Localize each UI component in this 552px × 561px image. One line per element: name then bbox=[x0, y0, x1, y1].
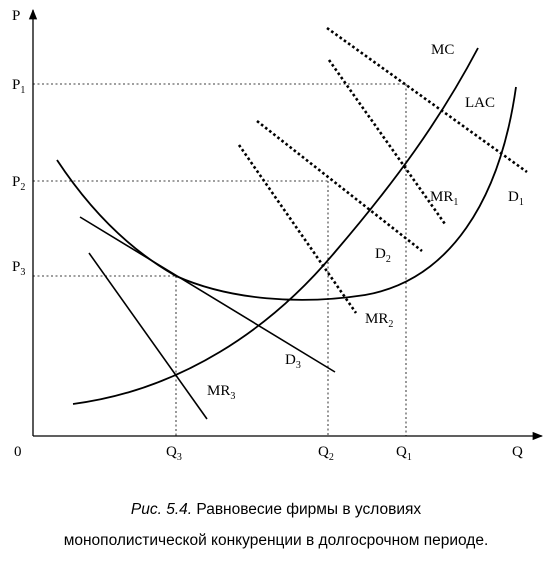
mc-curve bbox=[72, 47, 479, 405]
figure-label: Рис. 5.4. bbox=[130, 501, 193, 518]
mc-label: MC bbox=[431, 42, 454, 58]
caption-line-1: Рис. 5.4. Равновесие фирмы в условиях bbox=[0, 494, 552, 525]
mr3-line bbox=[88, 252, 208, 420]
guide-lines bbox=[33, 83, 407, 436]
q1-label: Q1 bbox=[396, 444, 412, 463]
mr2-label: MR2 bbox=[365, 311, 393, 330]
mr1-label: MR1 bbox=[430, 189, 458, 208]
d2-line bbox=[256, 119, 423, 253]
caption-title: Равновесие фирмы в условиях bbox=[196, 501, 422, 518]
figure-caption: Рис. 5.4. Равновесие фирмы в условиях мо… bbox=[0, 494, 552, 556]
d1-line bbox=[326, 26, 528, 174]
d2-label: D2 bbox=[375, 246, 391, 265]
mr2-line bbox=[237, 144, 358, 314]
mr1-line bbox=[327, 59, 447, 225]
d3-label: D3 bbox=[285, 352, 301, 371]
p3-label: P3 bbox=[12, 259, 25, 278]
origin-label: 0 bbox=[14, 444, 22, 460]
p1-label: P1 bbox=[12, 77, 25, 96]
d1-label: D1 bbox=[508, 189, 524, 208]
x-axis-label: Q bbox=[512, 444, 523, 460]
lac-curve bbox=[56, 86, 517, 301]
mr3-label: MR3 bbox=[207, 383, 235, 402]
caption-line-2: монополистической конкуренции в долгосро… bbox=[63, 532, 489, 549]
p2-label: P2 bbox=[12, 174, 25, 193]
q3-label: Q3 bbox=[166, 444, 182, 463]
q2-label: Q2 bbox=[318, 444, 334, 463]
equilibrium-diagram: P Q 0 P1 P2 P3 Q3 Q2 Q1 MC LAC D1 MR1 D2… bbox=[12, 8, 544, 463]
y-axis-label: P bbox=[12, 8, 20, 24]
d3-line bbox=[79, 216, 336, 373]
lac-label: LAC bbox=[465, 95, 495, 111]
